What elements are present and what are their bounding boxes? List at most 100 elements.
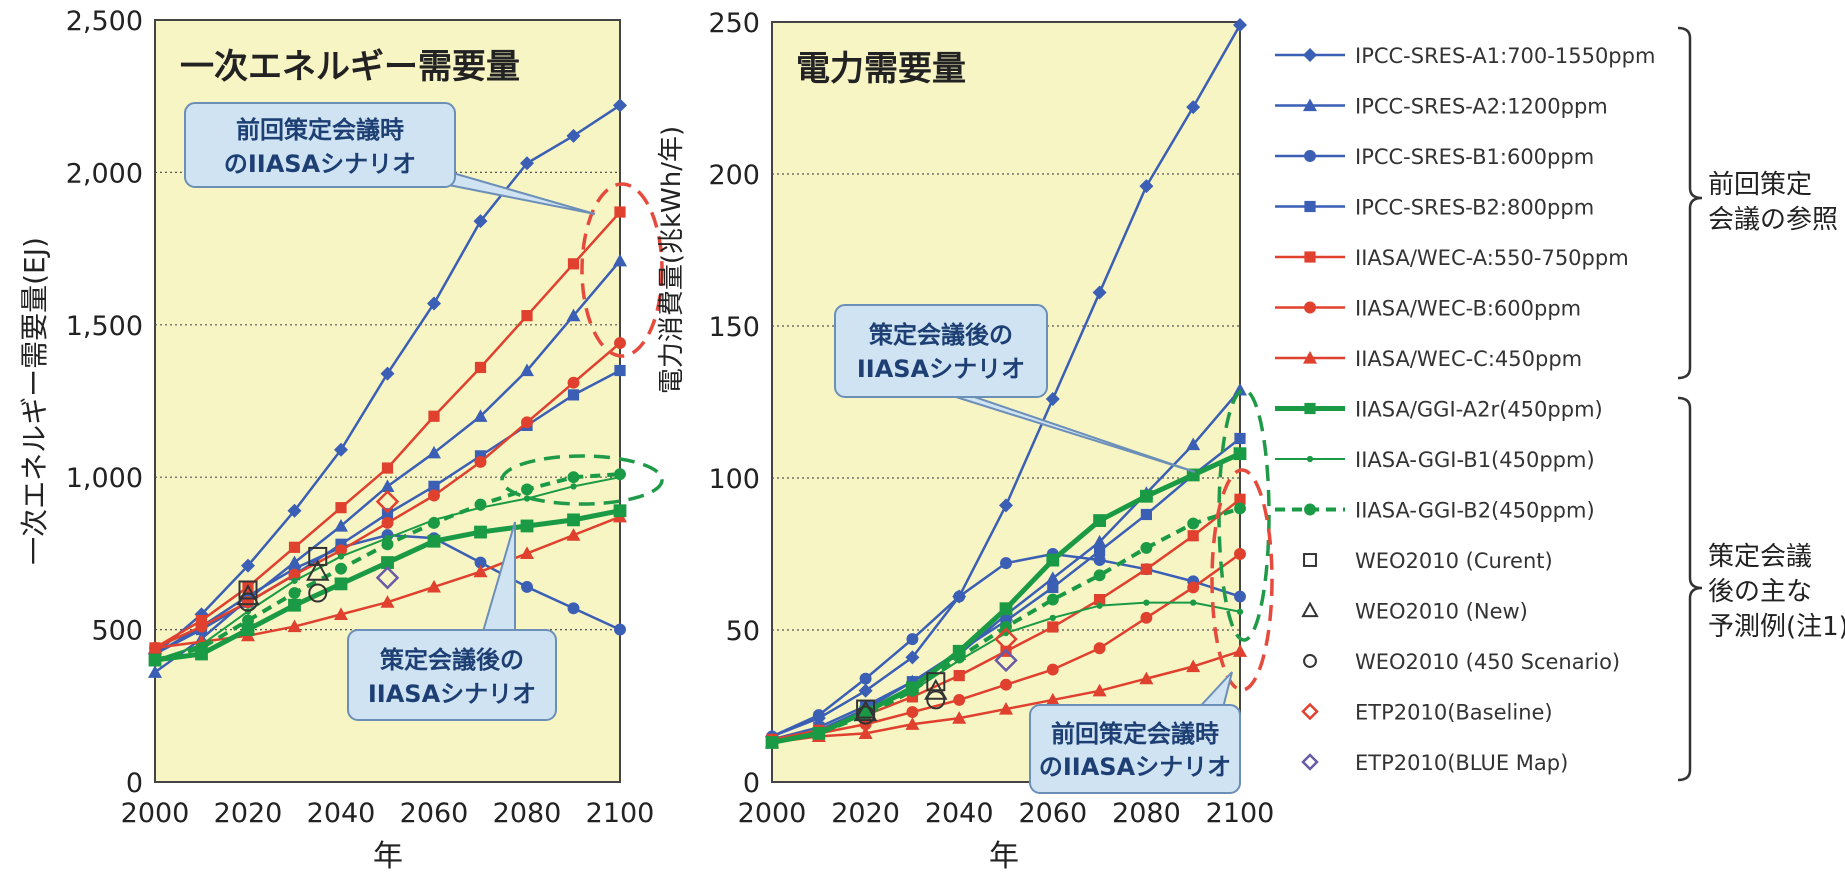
legend-item-iiasa-ggi-b1-450ppm: IIASA-GGI-B1(450ppm): [1275, 448, 1595, 472]
series-iiasa-ggi-b2-450ppm: [766, 502, 1246, 749]
y-axis-label: 一次エネルギー需要量(EJ): [18, 237, 51, 565]
data-point: [380, 479, 395, 492]
primary-energy-demand-chart: 0 500 1,000 1,500 2,000 2,500 2000 2020 2040 206…: [18, 6, 664, 874]
data-point: [381, 556, 394, 569]
data-point: [1093, 514, 1106, 527]
data-point: [926, 690, 946, 710]
x-tick-labels: 2000 2020 2040 2060 2080 2100: [738, 798, 1275, 829]
callout-text: のIIASAシナリオ: [224, 150, 416, 178]
data-point: [149, 654, 161, 667]
data-point: [473, 564, 488, 578]
callout-box: [184, 102, 456, 188]
y-tick-label: 1,000: [66, 463, 143, 494]
y-axis-label: 電力消費量(兆kWh/年): [657, 126, 687, 394]
data-point: [287, 503, 302, 518]
data-point: [953, 670, 965, 682]
data-point: [195, 641, 208, 654]
highlight-ellipse-red: [1210, 468, 1274, 692]
data-point: [521, 310, 533, 322]
data-point: [566, 128, 581, 143]
data-point: [308, 546, 328, 566]
data-point: [926, 672, 946, 692]
data-point: [381, 538, 394, 551]
group-bracket: [1677, 396, 1703, 782]
data-point: [859, 672, 872, 685]
legend-marker: [1304, 150, 1316, 162]
data-point: [1092, 285, 1107, 300]
data-point: [427, 445, 441, 459]
data-point: [375, 489, 400, 514]
data-point: [195, 620, 208, 633]
data-point: [1186, 100, 1201, 115]
annotation-group: 前回策定会議時 のIIASAシナリオ 策定会議後の IIASAシナリオ: [184, 102, 664, 721]
data-point: [291, 577, 298, 584]
data-point: [613, 253, 627, 267]
x-tick-label: 2080: [493, 798, 562, 829]
x-tick-label: 2020: [214, 798, 283, 829]
y-tick-label: 1,500: [66, 311, 143, 342]
group-label: 前回策定: [1708, 170, 1812, 200]
data-point: [1140, 489, 1153, 503]
callout-text: IIASAシナリオ: [857, 355, 1025, 383]
data-point: [1234, 502, 1246, 515]
legend-marker: [1304, 402, 1316, 415]
data-point: [566, 528, 581, 541]
data-point: [381, 508, 394, 520]
data-point: [924, 678, 948, 700]
callout-text: 策定会議後の: [869, 321, 1013, 349]
group-label: 会議の参照: [1708, 205, 1838, 235]
data-point: [1000, 557, 1012, 570]
legend-label: IIASA-GGI-B1(450ppm): [1355, 448, 1595, 472]
data-point: [1140, 563, 1152, 575]
legend-label: WEO2010 (New): [1355, 600, 1528, 624]
data-point: [570, 483, 577, 490]
data-point: [1143, 599, 1150, 606]
data-point: [1092, 683, 1107, 697]
legend-label: IPCC-SRES-B2:800ppm: [1355, 196, 1594, 220]
y-tick-label: 150: [708, 312, 760, 343]
data-point: [613, 98, 627, 113]
callout-text: IIASAシナリオ: [368, 680, 536, 708]
legend-label: IIASA/WEC-C:450ppm: [1355, 347, 1582, 371]
legend-items: IPCC-SRES-A1:700-1550ppm IPCC-SRES-A2:120…: [1275, 44, 1655, 775]
data-point: [381, 516, 394, 529]
data-point: [288, 598, 301, 612]
data-point: [288, 541, 301, 553]
data-point: [1092, 534, 1107, 548]
x-axis-label: 年: [989, 839, 1019, 874]
data-point: [1187, 530, 1199, 542]
data-point: [523, 495, 531, 502]
legend-item-ipcc-sres-b2-800ppm: IPCC-SRES-B2:800ppm: [1275, 196, 1594, 220]
data-point: [473, 214, 488, 229]
chart-title: 電力需要量: [796, 49, 966, 89]
data-point: [335, 544, 347, 557]
callout-box: [1029, 704, 1241, 794]
legend-label: IIASA/GGI-A2r(450ppm): [1355, 398, 1603, 422]
legend-item-etp2010-baseline: ETP2010(Baseline): [1301, 701, 1553, 725]
data-point: [520, 363, 534, 377]
data-point: [1094, 545, 1106, 557]
data-point: [520, 156, 534, 171]
data-point: [520, 519, 534, 533]
legend-item-iiasa-ggi-a2r-450ppm: IIASA/GGI-A2r(450ppm): [1275, 398, 1603, 422]
data-point: [148, 665, 162, 678]
x-tick-labels: 2000 2020 2040 2060 2080 2100: [121, 798, 655, 829]
data-point: [1093, 569, 1106, 582]
data-point: [427, 534, 441, 548]
data-point: [334, 577, 348, 591]
legend-label: IIASA/WEC-B:600ppm: [1355, 297, 1581, 321]
group-label: 後の主な: [1708, 577, 1812, 607]
data-point: [999, 702, 1013, 715]
data-point: [287, 619, 302, 633]
data-point: [906, 691, 918, 703]
data-point: [288, 568, 301, 581]
y-tick-label: 2,500: [66, 6, 143, 37]
data-point: [1234, 590, 1246, 603]
data-point: [905, 717, 920, 730]
legend: IPCC-SRES-A1:700-1550ppm IPCC-SRES-A2:120…: [1275, 26, 1845, 782]
x-tick-label: 2040: [307, 798, 376, 829]
data-point: [1233, 18, 1247, 33]
data-point: [521, 416, 533, 429]
legend-label: IIASA/WEC-A:550-750ppm: [1355, 246, 1629, 270]
data-point: [812, 727, 825, 740]
